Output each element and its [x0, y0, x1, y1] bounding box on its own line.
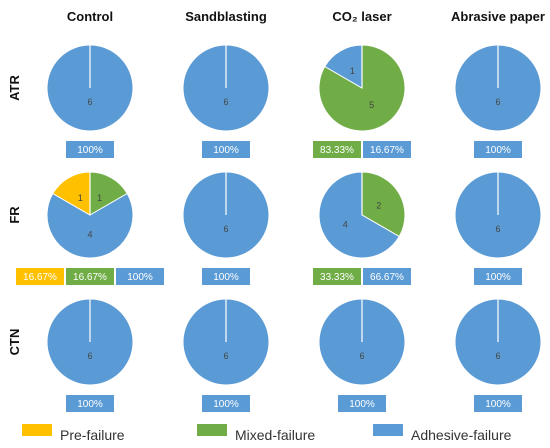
row-header-ctn: CTN	[7, 329, 22, 356]
pie-fr-co-laser: 2 4 33.33% 66.67%	[313, 171, 411, 285]
percent-label-text: 83.33%	[320, 145, 354, 156]
percent-label-text: 16.67%	[73, 272, 107, 283]
percent-label-mixed-failure: 16.67%	[66, 268, 114, 285]
percent-label-adhesive-failure: 100%	[202, 395, 250, 412]
percent-label-text: 100%	[213, 145, 239, 156]
percent-label-text: 33.33%	[320, 272, 354, 283]
percent-label-box	[313, 141, 361, 158]
pie-fr-control: 1 4 1 16.67% 16.67% 100%	[16, 171, 164, 285]
slice-label: 6	[359, 351, 364, 361]
percent-label-text: 66.67%	[370, 272, 404, 283]
percent-label-box	[16, 268, 64, 285]
pie-atr-co-laser: 5 1 83.33% 16.67%	[313, 44, 411, 158]
percent-label-box	[363, 268, 411, 285]
percent-label-box	[363, 141, 411, 158]
column-header-sandblasting: Sandblasting	[185, 9, 267, 24]
pie-atr-sandblasting: 6 100%	[182, 44, 270, 158]
pie-slice-pre-failure	[52, 171, 91, 216]
slice-label: 1	[97, 193, 102, 203]
slice-label: 6	[495, 351, 500, 361]
pie-slice-mixed-failure	[361, 171, 406, 238]
legend-item-mixed-failure: Mixed-failure	[197, 424, 315, 443]
percent-label-adhesive-failure: 100%	[474, 395, 522, 412]
row-header-fr: FR	[7, 206, 22, 224]
percent-label-adhesive-failure: 100%	[474, 141, 522, 158]
percent-label-text: 100%	[77, 399, 103, 410]
percent-label-adhesive-failure: 16.67%	[363, 141, 411, 158]
slice-label: 4	[87, 229, 92, 239]
slice-label: 2	[376, 200, 381, 210]
percent-label-text: 100%	[213, 399, 239, 410]
row-header-atr: ATR	[7, 75, 22, 101]
pie-fr-abrasive-paper: 6 100%	[454, 171, 542, 285]
slice-label: 6	[223, 351, 228, 361]
legend-swatch	[373, 424, 403, 436]
percent-label-pre-failure: 16.67%	[16, 268, 64, 285]
percent-label-adhesive-failure: 100%	[66, 395, 114, 412]
percent-label-text: 100%	[485, 145, 511, 156]
percent-label-mixed-failure: 33.33%	[313, 268, 361, 285]
percent-label-adhesive-failure: 100%	[116, 268, 164, 285]
slice-label: 4	[343, 220, 348, 230]
percent-label-box	[66, 141, 114, 158]
slice-label: 6	[495, 97, 500, 107]
slice-label: 1	[350, 66, 355, 76]
pie-atr-abrasive-paper: 6 100%	[454, 44, 542, 158]
percent-label-text: 100%	[77, 145, 103, 156]
pie-ctn-abrasive-paper: 6 100%	[454, 298, 542, 412]
pie-slice-mixed-failure	[89, 171, 128, 216]
pie-slice-adhesive-failure	[46, 192, 134, 259]
percent-label-box	[474, 395, 522, 412]
percent-label-box	[66, 268, 114, 285]
percent-label-box	[202, 268, 250, 285]
percent-label-box	[338, 395, 386, 412]
slice-label: 5	[369, 100, 374, 110]
percent-label-adhesive-failure: 66.67%	[363, 268, 411, 285]
pie-fr-sandblasting: 6 100%	[182, 171, 270, 285]
slice-label: 6	[87, 351, 92, 361]
percent-label-text: 16.67%	[370, 145, 404, 156]
legend-label: Pre-failure	[60, 427, 125, 443]
slice-label: 6	[495, 224, 500, 234]
percent-label-text: 100%	[213, 272, 239, 283]
percent-label-text: 100%	[127, 272, 153, 283]
column-header-abrasive-paper: Abrasive paper	[451, 9, 545, 24]
pie-atr-control: 6 100%	[46, 44, 134, 158]
percent-label-text: 100%	[485, 399, 511, 410]
percent-label-box	[116, 268, 164, 285]
percent-label-adhesive-failure: 100%	[202, 268, 250, 285]
percent-label-adhesive-failure: 100%	[66, 141, 114, 158]
slice-label: 6	[223, 224, 228, 234]
percent-label-box	[474, 268, 522, 285]
percent-label-adhesive-failure: 100%	[338, 395, 386, 412]
percent-label-adhesive-failure: 100%	[474, 268, 522, 285]
column-header-control: Control	[67, 9, 113, 24]
pie-slice-adhesive-failure	[318, 171, 400, 259]
percent-label-text: 100%	[349, 399, 375, 410]
pie-ctn-co-laser: 6 100%	[318, 298, 406, 412]
legend-swatch	[22, 424, 52, 436]
legend-label: Adhesive-failure	[411, 427, 512, 443]
legend-item-adhesive-failure: Adhesive-failure	[373, 424, 512, 443]
percent-label-text: 16.67%	[23, 272, 57, 283]
percent-label-box	[474, 141, 522, 158]
pie-ctn-control: 6 100%	[46, 298, 134, 412]
percent-label-mixed-failure: 83.33%	[313, 141, 361, 158]
percent-label-box	[202, 395, 250, 412]
percent-label-box	[66, 395, 114, 412]
legend-swatch	[197, 424, 227, 436]
percent-label-box	[202, 141, 250, 158]
slice-label: 6	[223, 97, 228, 107]
pie-ctn-sandblasting: 6 100%	[182, 298, 270, 412]
percent-label-adhesive-failure: 100%	[202, 141, 250, 158]
slice-label: 1	[78, 193, 83, 203]
percent-label-text: 100%	[485, 272, 511, 283]
column-header-co-laser: CO₂ laser	[332, 9, 391, 24]
slice-label: 6	[87, 97, 92, 107]
legend-label: Mixed-failure	[235, 427, 315, 443]
pie-slice-adhesive-failure	[324, 44, 363, 89]
percent-label-box	[313, 268, 361, 285]
legend-item-pre-failure: Pre-failure	[22, 424, 125, 443]
